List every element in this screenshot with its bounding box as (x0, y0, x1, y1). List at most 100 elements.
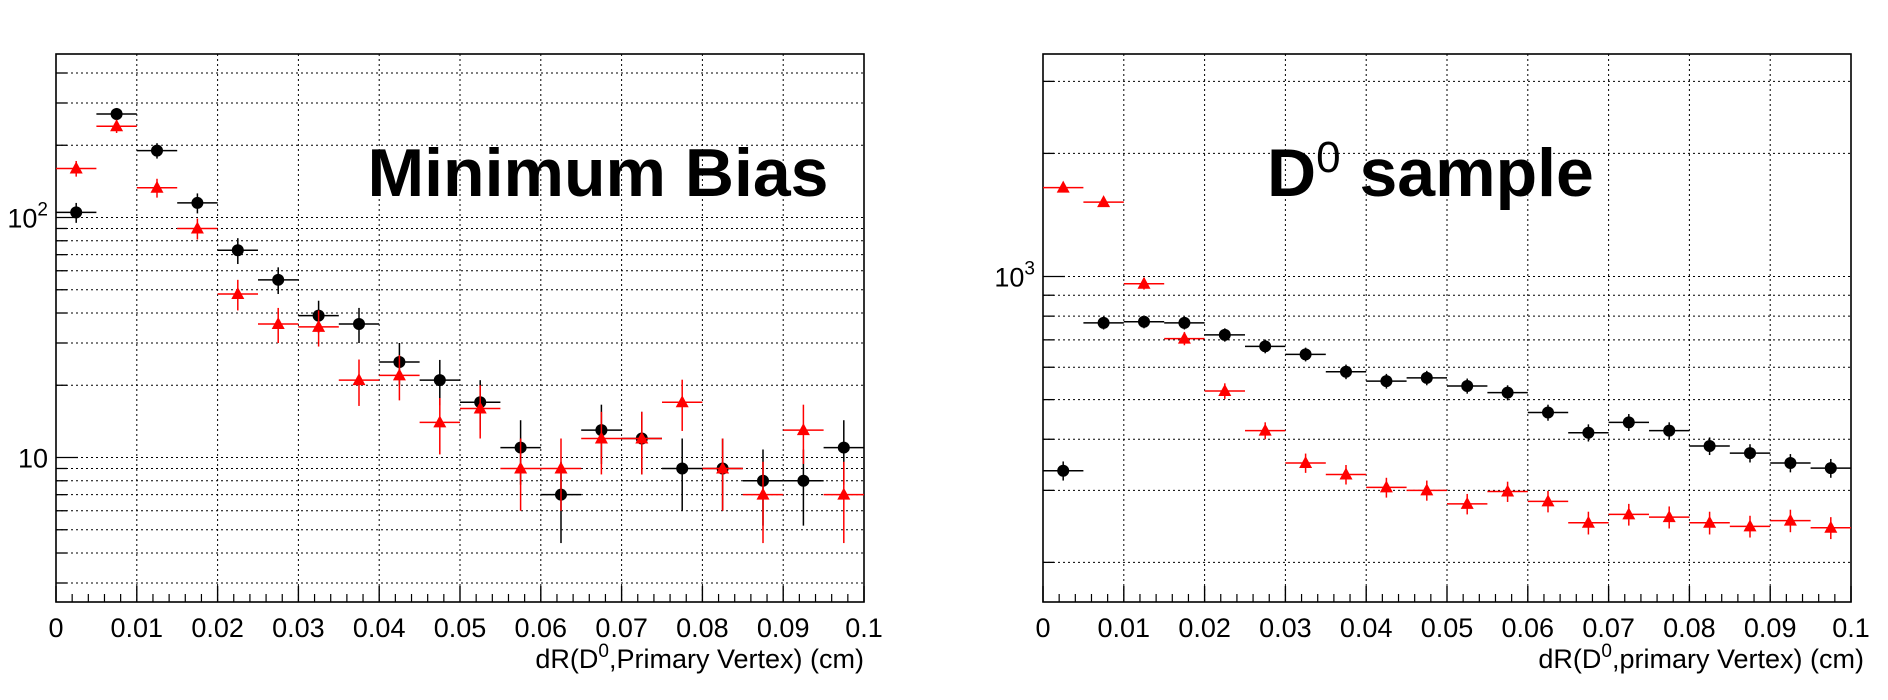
red-triangle-point (1810, 517, 1851, 540)
black-circle-point (1447, 378, 1488, 394)
red-triangle-point (1527, 490, 1569, 513)
axis-ticks (55, 72, 865, 602)
y-tick-label: 103 (994, 259, 1035, 293)
grid-lines (56, 54, 864, 602)
black-circle-point (1123, 315, 1165, 329)
y-tick-labels: 103 (994, 259, 1035, 293)
x-tick-label: 0.02 (1178, 613, 1231, 643)
red-triangle-point (1043, 180, 1084, 193)
black-circle-point (56, 202, 97, 223)
red-triangle-point (823, 461, 864, 544)
red-triangle-point (217, 279, 258, 311)
x-tick-label: 0.1 (1832, 613, 1870, 643)
black-circle-point (419, 359, 460, 406)
red-triangle-point (1729, 515, 1771, 538)
x-tick-labels: 0 0.01 0.02 0.03 0.04 0.05 0.06 0.07 0.08 0.09 0.1 (1035, 613, 1869, 643)
black-circle-point (1568, 424, 1609, 442)
x-tick-label: 0.09 (1744, 613, 1797, 643)
black-circle-point (1083, 316, 1124, 330)
y-tick-label: 10 (18, 444, 48, 474)
grid-lines (1043, 54, 1851, 602)
red-triangle-point (1649, 506, 1690, 529)
red-triangle-point (1164, 331, 1205, 346)
red-triangle-point (338, 359, 380, 406)
data-points (1043, 180, 1851, 540)
red-triangle-point (742, 461, 784, 544)
x-tick-label: 0 (48, 613, 63, 643)
red-triangle-point (662, 379, 703, 431)
red-triangle-point (500, 438, 541, 511)
x-tick-label: 0.02 (191, 613, 244, 643)
x-tick-label: 0.06 (515, 613, 568, 643)
x-axis-title: dR(D0,primary Vertex) (cm) (1538, 641, 1864, 674)
x-tick-label: 0.07 (1582, 613, 1635, 643)
x-tick-label: 0.05 (1421, 613, 1474, 643)
black-circle-point (1043, 461, 1084, 481)
black-circle-point (1527, 404, 1569, 421)
red-triangle-point (540, 438, 582, 511)
black-circle-point (136, 143, 178, 159)
red-triangle-point (1325, 465, 1367, 485)
red-triangle-point (1608, 503, 1649, 526)
red-triangle-point (1568, 511, 1609, 535)
red-triangle-point (298, 310, 339, 347)
red-triangle-point (621, 411, 662, 475)
red-triangle-point (581, 411, 622, 475)
black-circle-point (177, 193, 218, 214)
black-circle-point (1285, 347, 1326, 362)
x-tick-label: 0.09 (757, 613, 810, 643)
red-triangle-point (460, 385, 501, 439)
black-circle-point (1770, 454, 1811, 473)
red-triangle-point (1689, 511, 1730, 535)
black-circle-point (1689, 437, 1730, 456)
black-circle-point (258, 267, 299, 295)
axis-ticks (1042, 80, 1852, 602)
black-circle-point (1729, 444, 1771, 463)
x-tick-labels: 0 0.01 0.02 0.03 0.04 0.05 0.06 0.07 0.08 0.09 0.1 (48, 613, 882, 643)
x-tick-label: 0.04 (1340, 613, 1393, 643)
x-tick-label: 0.08 (1663, 613, 1716, 643)
x-tick-label: 0.03 (1259, 613, 1312, 643)
x-tick-label: 0.1 (845, 613, 883, 643)
chart-title: D0 sample (1267, 133, 1594, 211)
black-circle-point (662, 438, 703, 511)
data-points (56, 107, 864, 544)
red-triangle-point (258, 307, 299, 343)
black-circle-point (1325, 364, 1367, 380)
red-triangle-point (1770, 509, 1811, 533)
x-tick-label: 0.04 (353, 613, 406, 643)
x-tick-label: 0.06 (1502, 613, 1555, 643)
black-circle-point (1608, 414, 1649, 432)
black-circle-point (1810, 458, 1851, 478)
y-tick-labels: 10 102 (7, 200, 48, 474)
black-circle-point (1204, 328, 1245, 342)
black-circle-point (1649, 422, 1690, 440)
d0-sample-panel: 0 0.01 0.02 0.03 0.04 0.05 0.06 0.07 0.08 0.09 0.1… (994, 53, 1870, 674)
red-triangle-point (1447, 493, 1488, 515)
x-tick-label: 0.05 (434, 613, 487, 643)
red-triangle-point (136, 178, 178, 198)
red-triangle-point (783, 404, 824, 464)
black-circle-point (217, 238, 258, 265)
black-circle-point (1487, 385, 1528, 401)
red-triangle-point (177, 218, 218, 240)
black-circle-point (1366, 373, 1407, 389)
red-triangle-point (56, 160, 97, 177)
red-triangle-point (1245, 422, 1286, 440)
x-tick-label: 0.07 (595, 613, 648, 643)
red-triangle-point (96, 119, 137, 133)
x-tick-label: 0.03 (272, 613, 325, 643)
x-tick-label: 0.08 (676, 613, 729, 643)
red-triangle-point (379, 355, 420, 401)
red-triangle-point (419, 397, 460, 455)
x-axis-title: dR(D0,Primary Vertex) (cm) (535, 641, 864, 674)
red-triangle-point (1123, 276, 1165, 290)
red-triangle-point (1487, 481, 1528, 502)
red-triangle-point (1406, 480, 1447, 501)
black-circle-point (1406, 370, 1447, 386)
black-circle-point (1245, 339, 1286, 354)
black-circle-point (1164, 316, 1205, 330)
red-triangle-point (1366, 477, 1407, 498)
x-tick-label: 0 (1035, 613, 1050, 643)
